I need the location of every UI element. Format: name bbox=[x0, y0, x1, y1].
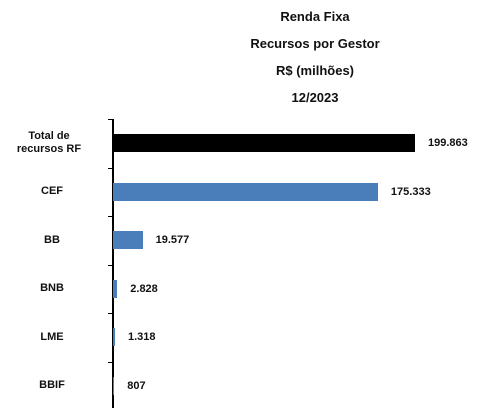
category-label: LME bbox=[40, 330, 64, 343]
category-label: CEF bbox=[41, 185, 63, 198]
axis-tick bbox=[108, 264, 113, 266]
bar bbox=[113, 231, 143, 250]
bar bbox=[113, 182, 378, 201]
value-label: 807 bbox=[127, 379, 146, 392]
axis-tick bbox=[108, 167, 113, 169]
bar bbox=[113, 279, 118, 298]
category-label: BB bbox=[44, 233, 60, 246]
axis-tick bbox=[108, 216, 113, 217]
value-label: 199.863 bbox=[428, 137, 468, 150]
bar bbox=[113, 328, 115, 347]
chart-title: R$ (milhões) bbox=[275, 63, 354, 78]
value-label: 1.318 bbox=[127, 331, 156, 344]
chart-title: 12/2023 bbox=[291, 90, 339, 105]
chart-title: Renda Fixa bbox=[280, 9, 350, 24]
category-label: Total de recursos RF bbox=[16, 130, 82, 156]
value-label: 2.828 bbox=[130, 282, 158, 295]
axis-tick bbox=[108, 119, 113, 120]
axis-tick bbox=[108, 361, 113, 363]
bar bbox=[113, 376, 115, 395]
axis-line bbox=[112, 119, 114, 408]
category-label: BNB bbox=[40, 282, 64, 295]
value-label: 19.577 bbox=[155, 234, 190, 247]
value-label: 175.333 bbox=[390, 185, 431, 198]
category-label: BBIF bbox=[39, 379, 65, 392]
bar bbox=[113, 134, 415, 153]
chart-title: Recursos por Gestor bbox=[250, 36, 380, 51]
axis-tick bbox=[108, 313, 113, 314]
